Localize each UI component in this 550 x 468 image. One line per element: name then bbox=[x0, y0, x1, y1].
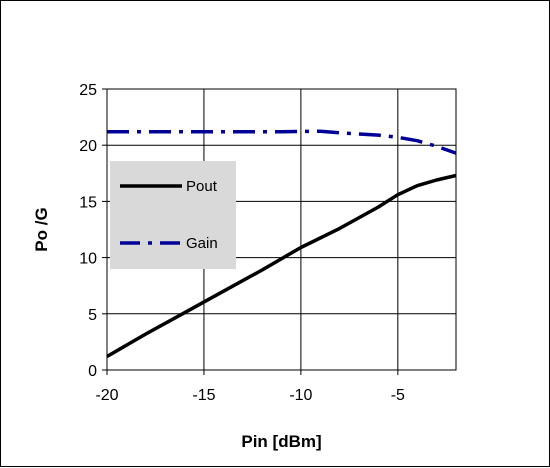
legend: Pout Gain bbox=[110, 161, 236, 269]
y-tick-label: 5 bbox=[88, 307, 97, 324]
series-layer bbox=[106, 129, 457, 359]
grid bbox=[107, 89, 456, 370]
y-tick-label: 25 bbox=[79, 82, 97, 99]
y-axis-title: Po /G bbox=[32, 207, 51, 251]
legend-label-gain: Gain bbox=[186, 235, 218, 252]
y-tick-label: 15 bbox=[79, 194, 97, 211]
x-tick-label: -10 bbox=[289, 387, 312, 404]
x-tick-label: -5 bbox=[391, 387, 405, 404]
ticks: -20 -15 -10 -5 0 5 10 15 20 25 bbox=[79, 82, 405, 404]
x-tick-label: -20 bbox=[95, 387, 118, 404]
series-line-gain bbox=[107, 129, 457, 155]
y-tick-label: 20 bbox=[79, 138, 97, 155]
x-axis-title: Pin [dBm] bbox=[241, 432, 321, 451]
y-tick-label: 10 bbox=[79, 251, 97, 268]
plot-border bbox=[106, 88, 457, 371]
legend-label-pout: Pout bbox=[186, 178, 218, 195]
x-tick-label: -15 bbox=[192, 387, 215, 404]
series-line-pout bbox=[106, 173, 457, 359]
y-tick-label: 0 bbox=[88, 363, 97, 380]
legend-box bbox=[110, 161, 236, 269]
